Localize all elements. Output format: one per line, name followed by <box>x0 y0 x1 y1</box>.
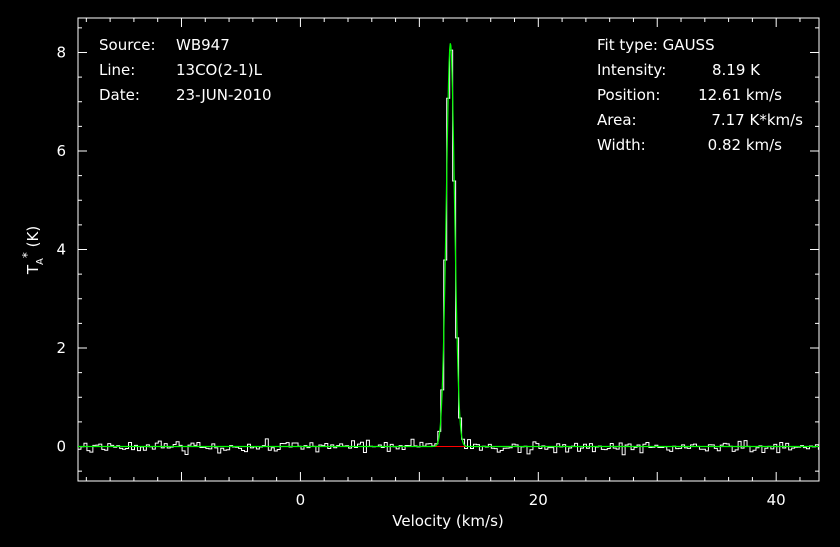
info-label: Line: <box>99 61 135 79</box>
x-tick-label: 0 <box>296 491 306 509</box>
x-axis-label: Velocity (km/s) <box>392 512 503 530</box>
info-label: Date: <box>99 86 140 104</box>
y-tick-label: 4 <box>56 241 66 259</box>
info-value: WB947 <box>176 36 230 54</box>
info-value: 23-JUN-2010 <box>176 86 272 104</box>
y-tick-label: 6 <box>56 142 66 160</box>
fit-param-label: Area: <box>597 111 637 129</box>
y-axis-label: TA* (K) <box>20 226 46 275</box>
axis-ticks <box>78 18 819 481</box>
fit-param-value: 0.82 km/s <box>708 136 783 154</box>
y-tick-label: 2 <box>56 339 66 357</box>
fit-param-value: 7.17 K*km/s <box>711 111 803 129</box>
fit-param-label: Intensity: <box>597 61 666 79</box>
info-value: 13CO(2-1)L <box>176 61 263 79</box>
observation-info: Source: WB947 Line: 13CO(2-1)L Date: 23-JUN-2… <box>99 36 272 104</box>
fit-param-label: Width: <box>597 136 646 154</box>
y-tick-label: 8 <box>56 43 66 61</box>
axis-tick-labels: 0 20 40 0 2 4 6 8 <box>56 43 785 509</box>
fit-param-value: 12.61 km/s <box>698 86 782 104</box>
fit-parameters: Intensity: 8.19 K Position: 12.61 km/s Area:… <box>597 61 803 154</box>
svg-text:TA* (K): TA* (K) <box>20 226 46 275</box>
fit-param-value: 8.19 K <box>712 61 761 79</box>
gaussian-fit-curve <box>78 43 819 448</box>
fit-type-label: Fit type: GAUSS <box>597 36 715 54</box>
info-label: Source: <box>99 36 156 54</box>
y-tick-label: 0 <box>56 438 66 456</box>
x-tick-label: 20 <box>529 491 548 509</box>
fit-param-label: Position: <box>597 86 660 104</box>
x-tick-label: 40 <box>767 491 786 509</box>
